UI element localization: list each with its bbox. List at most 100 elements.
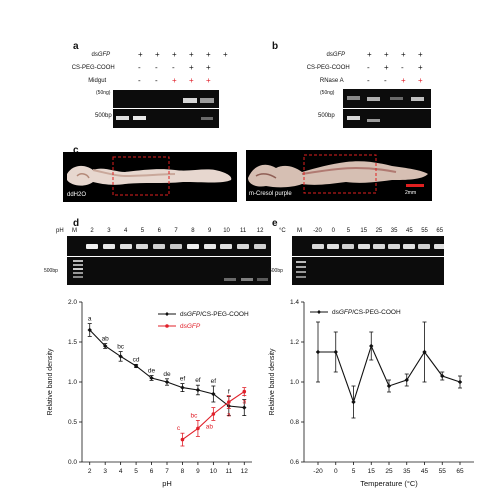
band — [220, 244, 233, 249]
data-point — [227, 400, 231, 404]
panel-d-gel-marker: M — [72, 228, 77, 234]
band — [241, 278, 253, 281]
panel-a-size-label-bottom: 500bp — [95, 113, 112, 119]
data-point — [87, 327, 92, 333]
significance-letter: bc — [190, 412, 198, 419]
sign-mark: + — [138, 50, 143, 59]
significance-letter: ab — [102, 336, 110, 343]
data-point — [315, 349, 321, 355]
band — [390, 97, 403, 100]
x-axis-label: Temperature (°C) — [360, 479, 418, 488]
panel_b-row-label: CS-PEG-COOH — [306, 65, 350, 71]
lane-label: 15 — [360, 228, 368, 234]
lane-label: 5 — [346, 228, 351, 234]
band — [203, 244, 216, 249]
lane-label: 5 — [140, 228, 145, 234]
x-tick-label: 5 — [134, 468, 138, 475]
band — [201, 117, 213, 120]
significance-letter: c — [177, 425, 181, 432]
sign-mark: + — [384, 50, 389, 59]
sign-mark: + — [384, 63, 389, 72]
lane-label: 3 — [107, 228, 111, 234]
panel-b-size-label-bottom: 500bp — [318, 113, 335, 119]
panel-e-letter: e — [272, 218, 278, 229]
data-point — [149, 375, 154, 381]
band — [327, 244, 340, 249]
chart-ph-stability: 0.0 0.5 1.0 1.5 2.0 2 3 4 5 6 7 8 9 10 11 12 pH Relative … — [47, 299, 252, 488]
sign-mark: + — [223, 50, 228, 59]
sign-mark: - — [138, 63, 141, 72]
data-point — [404, 377, 409, 383]
data-point — [180, 437, 185, 442]
y-tick-label: 1.0 — [68, 379, 77, 386]
y-tick-label: 0.0 — [68, 459, 77, 466]
band — [170, 244, 182, 249]
significance-letter: ef — [211, 378, 217, 385]
lane-label: 9 — [208, 228, 212, 234]
band — [347, 116, 360, 120]
data-point — [422, 349, 427, 355]
legend-label: dsGFP/CS-PEG-COOH — [332, 309, 401, 316]
data-point — [196, 426, 200, 431]
band — [388, 244, 400, 249]
sign-mark: + — [206, 50, 211, 59]
band — [433, 244, 444, 249]
sign-mark: + — [401, 76, 406, 85]
significance-letter: de — [163, 371, 171, 378]
band — [296, 271, 306, 273]
midgut-shape — [248, 154, 428, 194]
data-point — [242, 405, 247, 410]
lane-label: 12 — [256, 228, 264, 234]
scale-bar-label: 2mm — [405, 190, 417, 196]
data-point — [133, 363, 139, 369]
lane-label: 0 — [331, 228, 335, 234]
midgut-shape — [67, 156, 232, 196]
y-tick-label: 0.6 — [290, 459, 299, 466]
band — [254, 244, 266, 249]
data-point — [118, 354, 123, 359]
panel-d-letter: d — [73, 218, 80, 229]
x-tick-label: 7 — [165, 468, 169, 475]
sign-mark: - — [155, 76, 158, 85]
sign-mark: - — [138, 76, 141, 85]
lane-label: 8 — [191, 228, 195, 234]
lane-label: 10 — [223, 228, 230, 234]
lane-label: 65 — [436, 228, 444, 234]
band — [136, 244, 149, 249]
significance-letter: ef — [195, 377, 201, 384]
panel-e-gel-marker: M — [297, 228, 302, 234]
lane-label: 4 — [124, 228, 128, 234]
band — [73, 264, 83, 266]
x-tick-label: 9 — [196, 468, 200, 475]
lane-label: 11 — [240, 228, 247, 234]
panel-e-gel-bottom — [292, 257, 444, 285]
data-point — [195, 387, 201, 393]
significance-letter: a — [227, 411, 231, 418]
lane-label: 25 — [375, 228, 383, 234]
sign-mark: - — [401, 63, 404, 72]
data-point — [386, 383, 392, 389]
sign-mark: + — [172, 50, 177, 59]
sign-mark: + — [189, 50, 194, 59]
band — [367, 119, 380, 122]
legend-label: dsGFP — [180, 323, 201, 330]
x-tick-label: 0 — [334, 468, 338, 475]
band — [418, 244, 431, 249]
caption-cresol: m-Cresol purple — [249, 191, 292, 197]
sign-mark: + — [172, 76, 177, 85]
band — [73, 272, 83, 274]
sign-mark: + — [189, 76, 194, 85]
band — [102, 244, 115, 249]
band — [357, 244, 370, 249]
chart-temperature-stability: 0.6 0.8 1.0 1.2 1.4 -20 0 5 15 25 35 45 55 65 Temperat… — [269, 299, 474, 488]
band — [312, 244, 324, 249]
band — [224, 278, 236, 281]
panel-a-gel-top — [113, 90, 219, 108]
lane-label: -20 — [313, 228, 322, 234]
band — [257, 278, 268, 281]
x-tick-label: 2 — [88, 468, 92, 475]
panel_a-row-label: dsGFP — [91, 52, 111, 58]
x-tick-label: 8 — [181, 468, 185, 475]
panel-c-letter: c — [73, 145, 79, 156]
band — [372, 244, 385, 249]
